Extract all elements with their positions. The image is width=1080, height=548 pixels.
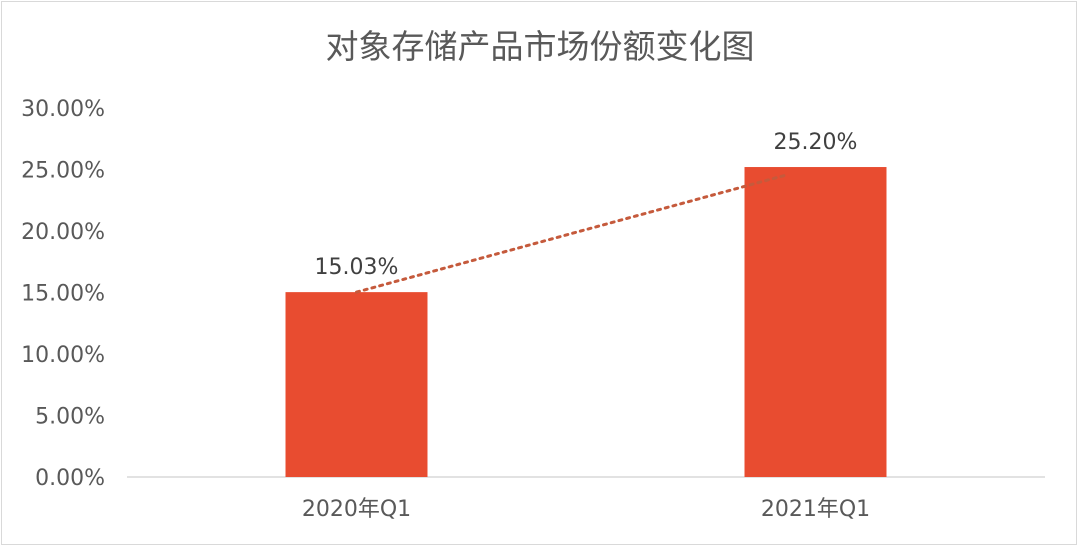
x-category-label: 2020年Q1 xyxy=(302,497,411,522)
bar-1 xyxy=(285,292,428,477)
y-tick-label: 25.00% xyxy=(21,159,105,184)
bar-2 xyxy=(744,167,887,478)
trendline xyxy=(355,173,787,294)
data-label-2: 25.20% xyxy=(774,130,858,155)
x-category-label: 2021年Q1 xyxy=(761,497,870,522)
y-tick-label: 20.00% xyxy=(21,220,105,245)
y-tick-label: 30.00% xyxy=(21,97,105,122)
y-tick-label: 10.00% xyxy=(21,343,105,368)
y-axis-tick-labels: 0.00% 5.00% 10.00% 15.00% 20.00% 25.00% 30.00% xyxy=(21,97,105,491)
chart-title: 对象存储产品市场份额变化图 xyxy=(326,27,755,66)
data-label-1: 15.03% xyxy=(315,255,399,280)
data-labels: 15.03% 25.20% xyxy=(315,130,858,280)
y-tick-label: 15.00% xyxy=(21,282,105,307)
y-tick-label: 0.00% xyxy=(35,466,105,491)
y-tick-label: 5.00% xyxy=(35,405,105,430)
bars xyxy=(285,167,887,478)
x-axis-category-labels: 2020年Q1 2021年Q1 xyxy=(302,497,870,522)
